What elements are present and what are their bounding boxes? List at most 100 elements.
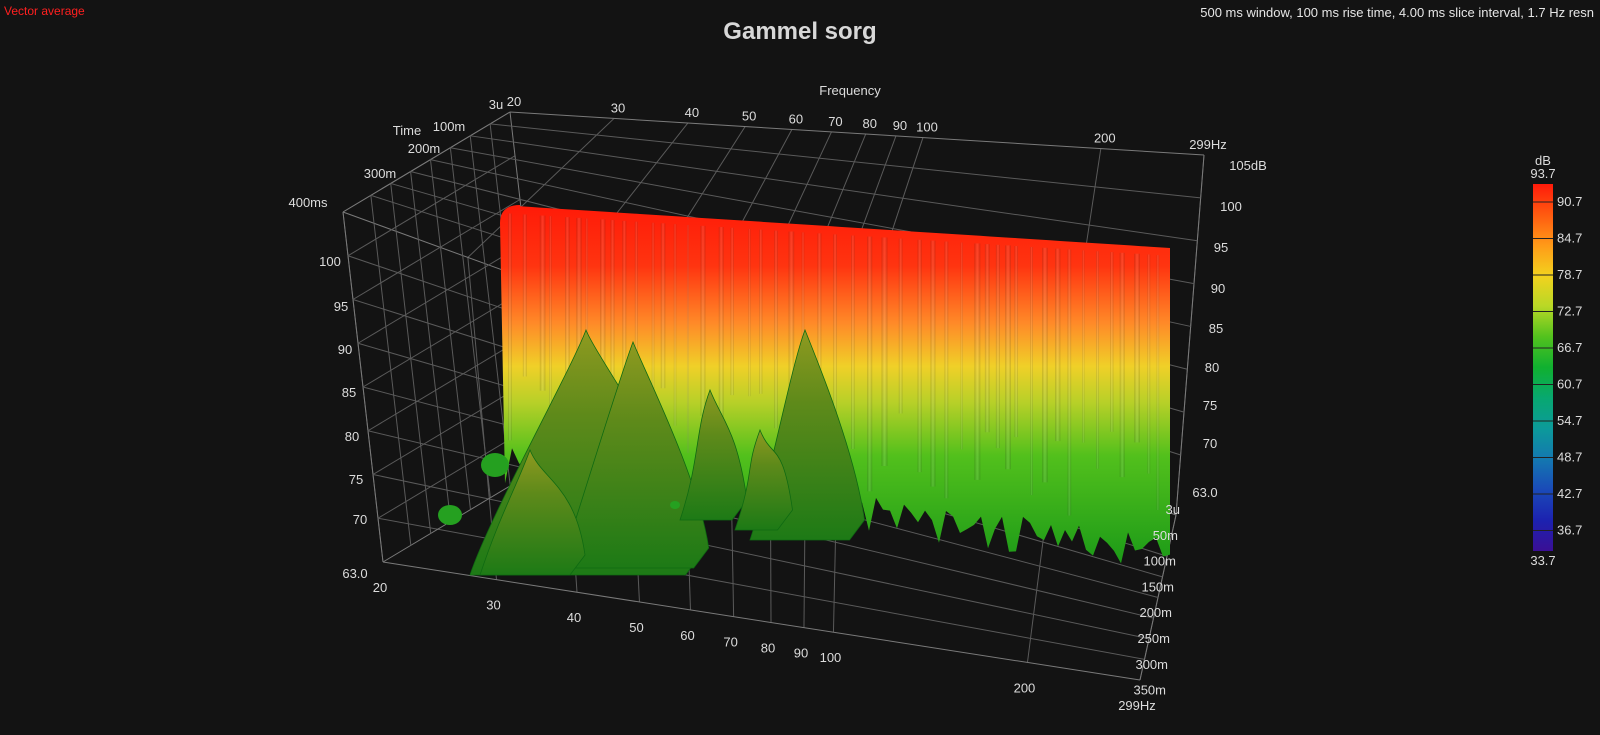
freq-tick-back: 20	[507, 94, 521, 109]
db-tick-right: 105dB	[1229, 158, 1267, 173]
surface-ripple	[788, 231, 795, 445]
surface-ripple	[817, 233, 822, 484]
colorbar-tick: 48.7	[1557, 450, 1582, 465]
db-tick-left: 90	[338, 342, 352, 357]
surface-ripple	[686, 224, 690, 453]
time-tick-right: 350m	[1133, 683, 1166, 698]
freq-tick-front: 70	[723, 635, 737, 650]
axis-ticks: 20 30 40 50 60 70 80 90 100 200 299Hz 20 30 40 50 60 70 8…	[288, 83, 1582, 713]
time-tick-right: 100m	[1143, 554, 1176, 569]
colorbar-min: 33.7	[1530, 553, 1555, 568]
time-tick-left: 3u	[489, 97, 503, 112]
waterfall-surface	[438, 205, 1170, 576]
colorbar-tick: 84.7	[1557, 231, 1582, 246]
surface-ripple	[522, 214, 527, 377]
surface-ripple	[700, 225, 706, 416]
time-tick-right: 200m	[1139, 605, 1172, 620]
surface-ripple	[1030, 247, 1033, 496]
db-tick-right: 100	[1220, 199, 1242, 214]
freq-tick-back: 60	[789, 111, 803, 126]
surface-ripple	[930, 240, 936, 487]
colorbar-tick: 78.7	[1557, 267, 1582, 282]
colorbar-tick: 42.7	[1557, 486, 1582, 501]
surface-ripple	[1014, 246, 1019, 438]
freq-tick-front: 90	[794, 646, 808, 661]
surface-ripple	[759, 229, 763, 394]
resonance-peak	[479, 448, 586, 576]
surface-ripple	[1005, 245, 1011, 470]
db-grid-back	[470, 135, 1198, 242]
surface-ripple	[944, 241, 949, 499]
surface-ripple	[774, 230, 778, 429]
time-tick-right: 300m	[1135, 657, 1168, 672]
box-edge	[342, 111, 511, 213]
db-tick-left: 75	[349, 472, 363, 487]
db-grid-side	[449, 147, 491, 498]
freq-tick-front: 50	[629, 620, 643, 635]
surface-ripple	[565, 217, 570, 448]
surface-ripple	[539, 215, 546, 391]
surface-ripple	[673, 224, 677, 426]
db-grid-side	[410, 171, 452, 522]
time-tick-left: 100m	[433, 119, 466, 134]
db-tick-right: 90	[1211, 281, 1225, 296]
chart-title: Gammel sorg	[723, 18, 877, 45]
surface-ripple	[622, 220, 627, 383]
surface-ripple	[1082, 250, 1085, 443]
db-tick-right: 63.0	[1192, 485, 1217, 500]
color-scale-bar	[1533, 184, 1553, 551]
surface-ripple	[1156, 255, 1160, 510]
surface-ripple	[610, 220, 615, 380]
surface-ripple	[651, 222, 655, 395]
time-tick-right: 250m	[1137, 631, 1170, 646]
surface-ripple	[1096, 251, 1100, 469]
surface-ripple	[718, 227, 724, 447]
resonance-peak	[679, 388, 748, 521]
surface-ripple	[974, 243, 981, 480]
surface-ripple	[881, 237, 888, 467]
surface-ripple	[600, 219, 606, 450]
db-grid-side	[469, 135, 511, 486]
vector-average-label: Vector average	[4, 4, 85, 18]
colorbar-tick: 60.7	[1557, 377, 1582, 392]
db-tick-left: 80	[345, 429, 359, 444]
db-tick-right: 85	[1209, 321, 1223, 336]
freq-tick-front: 60	[680, 628, 694, 643]
box-edge	[1175, 154, 1205, 516]
box-edge	[382, 561, 1141, 681]
surface-ripple	[576, 217, 582, 387]
time-axis-label: Time	[393, 123, 421, 138]
surface-ripple	[730, 227, 734, 396]
db-grid-side	[390, 183, 432, 534]
freq-tick-back: 30	[611, 100, 625, 115]
surface-ripple	[634, 221, 638, 405]
surface-ripple	[833, 234, 837, 492]
db-tick-right: 80	[1205, 360, 1219, 375]
freq-tick-back: 50	[742, 109, 756, 124]
colorbar-tick: 72.7	[1557, 304, 1582, 319]
freq-tick-front: 200	[1014, 680, 1036, 695]
surface-ripple	[748, 228, 751, 397]
freq-tick-front: 20	[373, 580, 387, 595]
colorbar-tick: 36.7	[1557, 523, 1582, 538]
surface-ripple	[660, 223, 666, 389]
resonance-blob	[670, 501, 680, 509]
surface-ripple	[508, 213, 512, 441]
surface-ripple	[585, 218, 589, 375]
db-tick-left: 100	[319, 254, 341, 269]
surface-ripple	[549, 216, 552, 432]
freq-tick-back: 80	[862, 116, 876, 131]
box-edge	[509, 111, 1205, 156]
colorbar-gradient	[1533, 184, 1553, 551]
freq-tick-front: 299Hz	[1118, 698, 1156, 713]
resonance-blob	[438, 505, 462, 525]
db-grid-back	[490, 123, 1201, 199]
freq-tick-back: 40	[685, 105, 699, 120]
freq-tick-back: 299Hz	[1189, 137, 1227, 152]
time-tick-left: 400ms	[288, 195, 328, 210]
colorbar-unit: dB	[1535, 153, 1551, 168]
time-tick-left: 200m	[408, 141, 441, 156]
surface-ripple	[1042, 247, 1048, 483]
surface-ripple	[917, 239, 922, 473]
